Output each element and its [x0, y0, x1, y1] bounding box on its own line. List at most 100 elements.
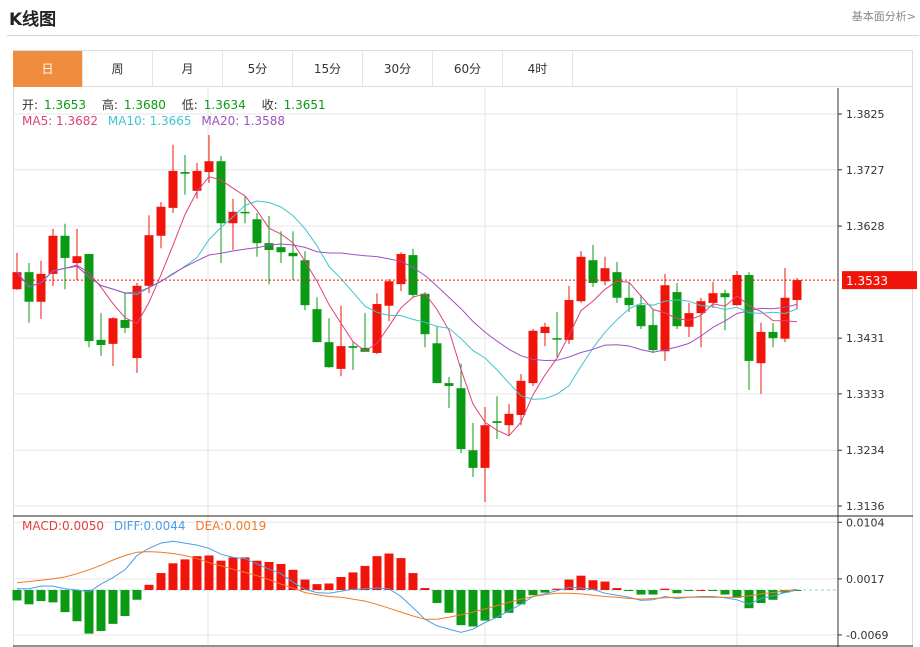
- macd-bar: [768, 590, 778, 600]
- open-value: 1.3653: [44, 98, 87, 112]
- macd-bar: [336, 576, 346, 590]
- macd-bar: [756, 590, 766, 604]
- candle-up: [36, 273, 46, 302]
- candle-down: [672, 292, 682, 327]
- macd-bar: [732, 590, 742, 598]
- candle-up: [732, 275, 742, 306]
- candle-up: [12, 272, 22, 290]
- candle-down: [348, 346, 358, 348]
- candle-up: [696, 301, 706, 314]
- macd-bar: [444, 590, 454, 613]
- tab-5min[interactable]: 5分: [223, 51, 293, 87]
- candle-up: [576, 256, 586, 302]
- candle-up: [372, 304, 382, 353]
- macd-bar: [540, 590, 550, 593]
- macd-bar: [300, 579, 310, 590]
- macd-bar: [564, 579, 574, 590]
- tab-30min[interactable]: 30分: [363, 51, 433, 87]
- macd-bar: [48, 590, 58, 603]
- candle-up: [144, 235, 154, 286]
- close-value: 1.3651: [283, 98, 326, 112]
- ma10-value: MA10: 1.3665: [107, 114, 192, 128]
- macd-bar: [384, 553, 394, 590]
- macd-bar: [720, 590, 730, 595]
- macd-bar: [216, 560, 226, 590]
- ma20-value: MA20: 1.3588: [201, 114, 286, 128]
- macd-bar: [144, 584, 154, 590]
- macd-y-tick-label: 0.0017: [846, 573, 885, 586]
- low-label: 低:: [181, 98, 198, 112]
- macd-bar: [192, 556, 202, 590]
- candle-down: [360, 347, 370, 352]
- fundamental-analysis-link[interactable]: 基本面分析>: [851, 10, 916, 23]
- tab-month[interactable]: 月: [153, 51, 223, 87]
- divider: [7, 35, 919, 36]
- macd-bar: [552, 588, 562, 590]
- macd-bar: [288, 569, 298, 590]
- tab-60min[interactable]: 60分: [433, 51, 503, 87]
- macd-bar: [600, 581, 610, 590]
- macd-bar: [780, 590, 790, 593]
- high-label: 高:: [101, 98, 118, 112]
- candle-up: [540, 326, 550, 334]
- macd-bar: [576, 575, 586, 590]
- macd-bar: [708, 590, 718, 591]
- macd-bar: [672, 590, 682, 594]
- macd-bar: [432, 590, 442, 604]
- candle-down: [240, 211, 250, 214]
- candle-up: [792, 280, 802, 301]
- y-tick-label: 1.3727: [846, 164, 885, 177]
- page-title: K线图: [9, 10, 57, 30]
- candle-up: [336, 346, 346, 369]
- candle-down: [60, 235, 70, 258]
- tab-15min[interactable]: 15分: [293, 51, 363, 87]
- dea-line: [16, 551, 798, 620]
- y-tick-label: 1.3136: [846, 500, 885, 513]
- candle-up: [228, 211, 238, 224]
- candle-up: [564, 300, 574, 340]
- macd-y-tick-label: -0.0069: [846, 629, 888, 642]
- candle-down: [288, 252, 298, 257]
- macd-bar: [744, 590, 754, 609]
- candle-down: [444, 383, 454, 386]
- candle-down: [300, 260, 310, 306]
- macd-bar: [240, 557, 250, 590]
- macd-bar: [60, 590, 70, 613]
- macd-bar: [276, 563, 286, 590]
- macd-bar: [156, 573, 166, 590]
- candle-down: [264, 243, 274, 250]
- candle-down: [276, 247, 286, 253]
- candle-down: [468, 450, 478, 468]
- macd-bar: [96, 590, 106, 632]
- macd-bar: [360, 565, 370, 590]
- candle-down: [84, 253, 94, 342]
- y-tick-label: 1.3431: [846, 332, 885, 345]
- candle-down: [612, 272, 622, 298]
- macd-bar: [504, 590, 514, 613]
- tab-week[interactable]: 周: [83, 51, 153, 87]
- tab-day[interactable]: 日: [13, 51, 83, 87]
- candle-up: [204, 161, 214, 173]
- macd-bar: [108, 590, 118, 624]
- tab-4hour[interactable]: 4时: [503, 51, 573, 87]
- candle-down: [720, 293, 730, 298]
- candle-down: [456, 388, 466, 450]
- macd-bar: [12, 590, 22, 601]
- macd-bar: [660, 588, 670, 590]
- macd-bar: [516, 590, 526, 605]
- candle-up: [192, 170, 202, 191]
- candle-down: [552, 338, 562, 340]
- candle-up: [156, 206, 166, 236]
- macd-bar: [168, 563, 178, 590]
- macd-bar: [492, 590, 502, 618]
- candle-down: [648, 325, 658, 351]
- macd-bar: [348, 572, 358, 590]
- candle-up: [528, 330, 538, 384]
- high-value: 1.3680: [123, 98, 166, 112]
- candle-down: [588, 260, 598, 283]
- macd-bar: [324, 583, 334, 590]
- diff-line: [17, 540, 798, 633]
- macd-bar: [264, 562, 274, 590]
- candle-up: [780, 297, 790, 339]
